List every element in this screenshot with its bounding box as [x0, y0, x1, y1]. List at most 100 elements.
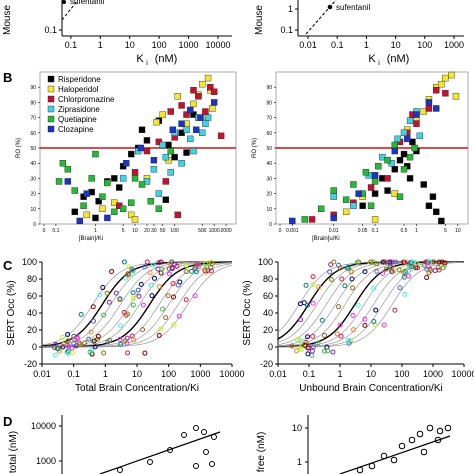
data-point	[436, 267, 442, 273]
data-point	[92, 150, 99, 158]
data-point	[328, 277, 334, 283]
fit-curve	[42, 261, 232, 348]
x-axis-label: [Brain]u/Ki	[312, 236, 340, 242]
y-axis-label: free (nM)	[256, 432, 267, 473]
y-tick-label: 60	[266, 131, 272, 137]
y-tick-label: 10	[30, 207, 36, 213]
data-point	[176, 313, 182, 319]
data-point	[342, 208, 350, 216]
data-point	[432, 268, 438, 274]
data-point	[160, 306, 166, 312]
fit-curve	[42, 264, 233, 348]
data-point	[125, 272, 131, 278]
data-point	[71, 208, 78, 216]
panel-a: 0.1 1 10 100 1000 10000 0.1 Mouse K i (nM) sufentan…	[2, 0, 464, 67]
y-tick-label: 70	[30, 116, 36, 122]
data-point	[354, 260, 360, 266]
data-point	[374, 261, 380, 267]
data-point	[436, 259, 442, 265]
data-point	[394, 135, 401, 143]
data-point	[178, 120, 185, 127]
x-tick-label: 100	[394, 369, 409, 379]
data-point	[80, 202, 87, 209]
data-point	[169, 126, 176, 133]
data-point	[308, 216, 316, 223]
data-point	[97, 292, 103, 298]
y-tick-label: 20	[30, 192, 36, 198]
data-point	[147, 270, 153, 276]
x-tick-label: 5	[444, 228, 447, 234]
legend-swatch	[47, 75, 55, 83]
y-axis-label: RO (%)	[16, 138, 22, 158]
data-point	[162, 196, 170, 203]
data-point	[362, 322, 368, 328]
data-point	[384, 187, 391, 194]
x-tick-label: 0.001	[286, 228, 299, 234]
x-tick-label: 10	[132, 228, 138, 234]
data-point	[391, 166, 399, 173]
data-point	[305, 334, 311, 340]
data-point	[204, 264, 210, 270]
data-point	[158, 326, 164, 332]
data-point	[190, 100, 197, 108]
point-annotation: sufentanil	[70, 0, 104, 6]
data-point	[183, 126, 190, 133]
data-point	[380, 452, 388, 460]
data-point	[138, 281, 144, 287]
data-point	[61, 341, 67, 347]
data-point	[147, 459, 153, 465]
data-point	[165, 293, 171, 299]
data-point	[125, 350, 131, 356]
data-point	[373, 307, 379, 313]
data-point	[155, 190, 163, 197]
data-point	[390, 456, 398, 464]
data-point	[439, 259, 445, 265]
data-point	[400, 129, 408, 137]
data-point	[342, 196, 350, 203]
data-point	[325, 348, 331, 354]
data-point	[183, 149, 190, 156]
x-tick-label: 10000	[219, 369, 244, 379]
data-point	[411, 144, 418, 152]
data-point	[119, 175, 127, 182]
data-point	[402, 259, 408, 265]
data-point	[406, 175, 414, 182]
data-point	[415, 265, 421, 271]
data-point	[438, 217, 445, 225]
data-point	[402, 291, 408, 297]
data-point	[195, 264, 201, 270]
unity-line	[305, 0, 337, 35]
data-point	[117, 323, 123, 329]
y-tick-label: 40	[30, 161, 36, 167]
data-point	[174, 93, 181, 100]
data-point	[321, 348, 327, 354]
data-point	[187, 135, 194, 143]
data-point	[194, 269, 200, 275]
data-point	[406, 153, 414, 161]
data-point	[334, 331, 340, 337]
data-point	[159, 111, 166, 118]
data-point	[130, 295, 136, 301]
data-point	[349, 276, 355, 282]
data-point	[327, 4, 333, 10]
data-point	[391, 141, 399, 149]
x-tick-label: 0.1	[65, 40, 78, 50]
data-point	[375, 163, 382, 170]
y-axis-label: Mouse	[254, 5, 265, 35]
y-axis-label: SERT Occ (%)	[242, 280, 253, 345]
data-point	[448, 71, 455, 79]
data-point	[309, 352, 315, 358]
data-point	[362, 169, 370, 176]
data-point	[100, 285, 106, 291]
data-point	[330, 214, 337, 222]
y-tick-label: 1	[297, 457, 302, 467]
y-tick-label: 0.1	[280, 25, 293, 35]
data-point	[442, 260, 448, 266]
data-point	[65, 331, 71, 337]
data-point	[99, 193, 106, 200]
data-point	[95, 333, 101, 339]
y-tick-label: 100	[258, 257, 273, 267]
data-point	[130, 290, 136, 296]
data-point	[183, 269, 189, 275]
data-point	[289, 217, 296, 225]
